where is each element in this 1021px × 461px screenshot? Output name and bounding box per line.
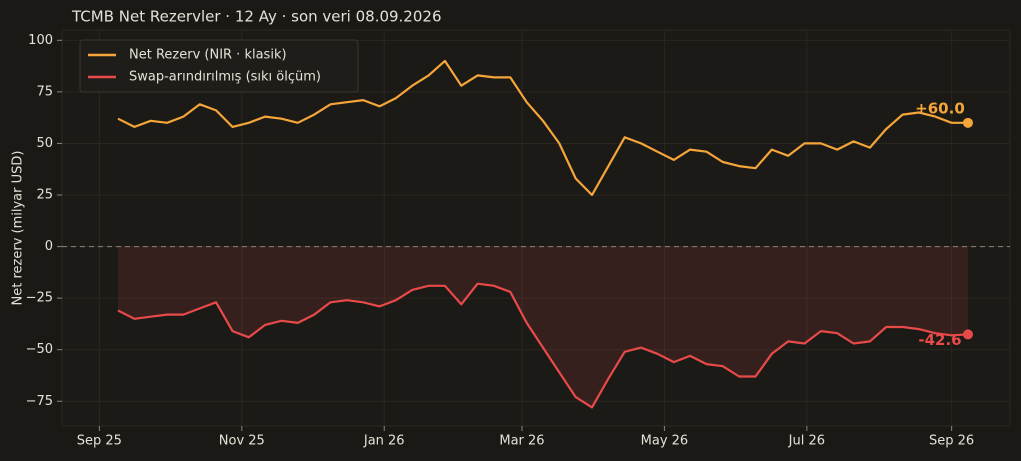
x-tick-label: Sep 26	[929, 434, 974, 449]
y-tick-label: −50	[26, 342, 53, 357]
legend: Net Rezerv (NIR · klasik) Swap-arındırılm…	[79, 39, 359, 93]
plot-area	[61, 29, 1011, 427]
x-tick-label: May 26	[641, 434, 689, 449]
end-marker	[962, 329, 973, 340]
area-fill	[118, 246, 968, 408]
x-tick-label: Jan 26	[363, 434, 405, 449]
end-label: -42.6	[918, 331, 961, 349]
y-tick-label: 0	[45, 239, 53, 254]
x-tick-label: Jul 26	[788, 434, 825, 449]
x-tick-label: Sep 25	[77, 434, 122, 449]
chart-title: TCMB Net Rezervler · 12 Ay · son veri 08…	[71, 8, 442, 26]
y-tick-label: −75	[26, 394, 53, 409]
series-line	[117, 59, 968, 197]
x-tick-label: Nov 25	[219, 434, 265, 449]
y-tick-label: 50	[36, 136, 53, 151]
y-tick-label: 75	[36, 84, 53, 99]
legend-label: Swap-arındırılmış (sıkı ölçüm)	[129, 70, 321, 85]
x-tick-label: Mar 26	[499, 434, 544, 449]
legend-label: Net Rezerv (NIR · klasik)	[129, 48, 287, 63]
legend-box	[79, 39, 359, 93]
y-axis-label: Net rezerv (milyar USD)	[11, 151, 26, 306]
y-tick-label: 25	[36, 188, 53, 203]
end-marker	[962, 117, 973, 128]
series-line	[117, 282, 969, 409]
y-tick-label: 100	[28, 33, 53, 48]
y-tick-label: −25	[26, 291, 53, 306]
end-label: +60.0	[915, 99, 965, 117]
